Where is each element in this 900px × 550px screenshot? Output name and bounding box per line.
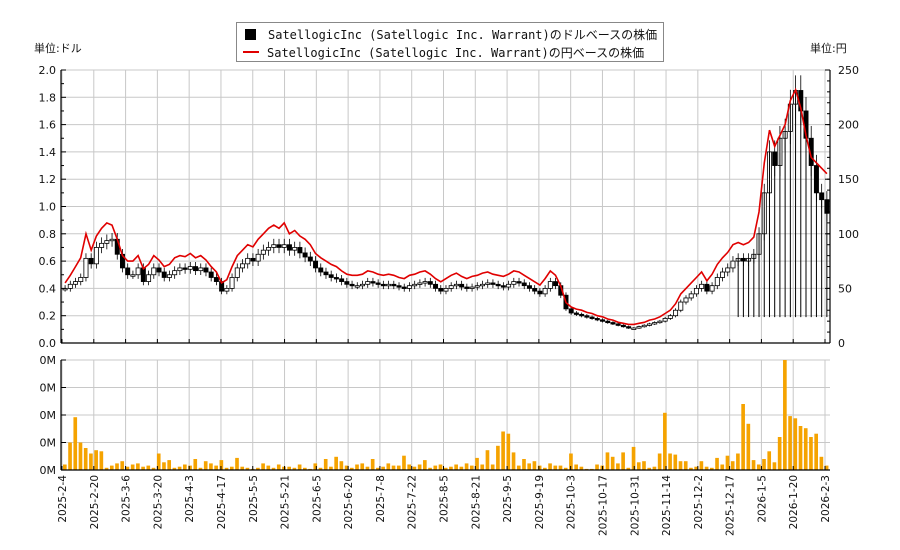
svg-text:0.8: 0.8 <box>39 228 57 241</box>
svg-text:2025-7-8: 2025-7-8 <box>375 475 387 523</box>
svg-text:2025-12-17: 2025-12-17 <box>725 475 737 536</box>
svg-text:100: 100 <box>838 228 859 241</box>
svg-text:2025-3-6: 2025-3-6 <box>121 475 133 523</box>
red-line-swatch-icon <box>243 51 259 53</box>
usd-candlesticks <box>62 75 830 330</box>
svg-text:2025-2-4: 2025-2-4 <box>57 475 69 523</box>
axes <box>60 69 831 471</box>
svg-text:2026-1-5: 2026-1-5 <box>756 475 768 523</box>
chart-legend: SatellogicInc (Satellogic Inc. Warrant)の… <box>236 22 664 62</box>
svg-text:2025-2-20: 2025-2-20 <box>89 475 101 529</box>
svg-text:250: 250 <box>838 64 859 77</box>
svg-text:1.8: 1.8 <box>39 91 57 104</box>
axis-labels: 0.0 0.2 0.4 0.6 0.8 1.0 1.2 1.4 1.6 1.8 2.0 0 50 100 1… <box>39 64 860 536</box>
svg-text:2.0: 2.0 <box>39 64 57 77</box>
svg-text:2025-11-14: 2025-11-14 <box>661 475 673 536</box>
svg-text:2025-3-20: 2025-3-20 <box>152 475 164 529</box>
svg-text:2025-10-17: 2025-10-17 <box>597 475 609 536</box>
svg-text:2025-12-2: 2025-12-2 <box>693 475 705 529</box>
legend-item-usd: SatellogicInc (Satellogic Inc. Warrant)の… <box>243 25 657 43</box>
svg-text:0.4: 0.4 <box>39 282 57 295</box>
svg-text:0.0: 0.0 <box>39 337 57 350</box>
svg-text:0M: 0M <box>40 464 57 477</box>
svg-text:2025-5-5: 2025-5-5 <box>248 475 260 523</box>
black-square-swatch-icon <box>245 28 256 40</box>
svg-text:2025-10-31: 2025-10-31 <box>629 475 641 536</box>
svg-text:1.2: 1.2 <box>39 173 57 186</box>
svg-text:2025-9-5: 2025-9-5 <box>502 475 514 523</box>
svg-text:0M: 0M <box>40 437 57 450</box>
svg-text:0.6: 0.6 <box>39 255 57 268</box>
grid-lines <box>61 69 830 470</box>
legend-usd-label: SatellogicInc (Satellogic Inc. Warrant)の… <box>268 27 658 42</box>
svg-text:2025-8-21: 2025-8-21 <box>470 475 482 529</box>
svg-text:200: 200 <box>838 119 859 132</box>
left-axis-unit: 単位:ドル <box>34 42 82 55</box>
svg-text:50: 50 <box>838 282 852 295</box>
volume-bars <box>63 360 829 470</box>
svg-text:2026-2-3: 2026-2-3 <box>820 475 832 523</box>
legend-jpy-label: SatellogicInc (Satellogic Inc. Warrant)の… <box>267 45 645 60</box>
svg-text:2025-9-19: 2025-9-19 <box>534 475 546 529</box>
svg-text:2025-8-5: 2025-8-5 <box>439 475 451 523</box>
svg-text:2025-4-3: 2025-4-3 <box>184 475 196 523</box>
svg-text:2026-1-20: 2026-1-20 <box>788 475 800 529</box>
svg-text:2025-7-22: 2025-7-22 <box>407 475 419 529</box>
jpy-price-line <box>64 87 828 326</box>
svg-text:2025-6-5: 2025-6-5 <box>311 475 323 523</box>
svg-text:1.0: 1.0 <box>39 201 57 214</box>
svg-text:0.2: 0.2 <box>39 310 57 323</box>
svg-text:2025-10-3: 2025-10-3 <box>566 475 578 529</box>
svg-text:150: 150 <box>838 173 859 186</box>
svg-text:0M: 0M <box>40 409 57 422</box>
svg-text:1.4: 1.4 <box>39 146 57 159</box>
right-axis-unit: 単位:円 <box>810 42 847 55</box>
svg-text:2025-6-20: 2025-6-20 <box>343 475 355 529</box>
svg-text:1.6: 1.6 <box>39 119 57 132</box>
legend-item-jpy: SatellogicInc (Satellogic Inc. Warrant)の… <box>243 43 644 61</box>
svg-text:2025-4-17: 2025-4-17 <box>216 475 228 529</box>
svg-text:0M: 0M <box>40 354 57 367</box>
svg-text:0: 0 <box>838 337 845 350</box>
svg-text:2025-5-21: 2025-5-21 <box>280 475 292 529</box>
svg-text:0M: 0M <box>40 382 57 395</box>
